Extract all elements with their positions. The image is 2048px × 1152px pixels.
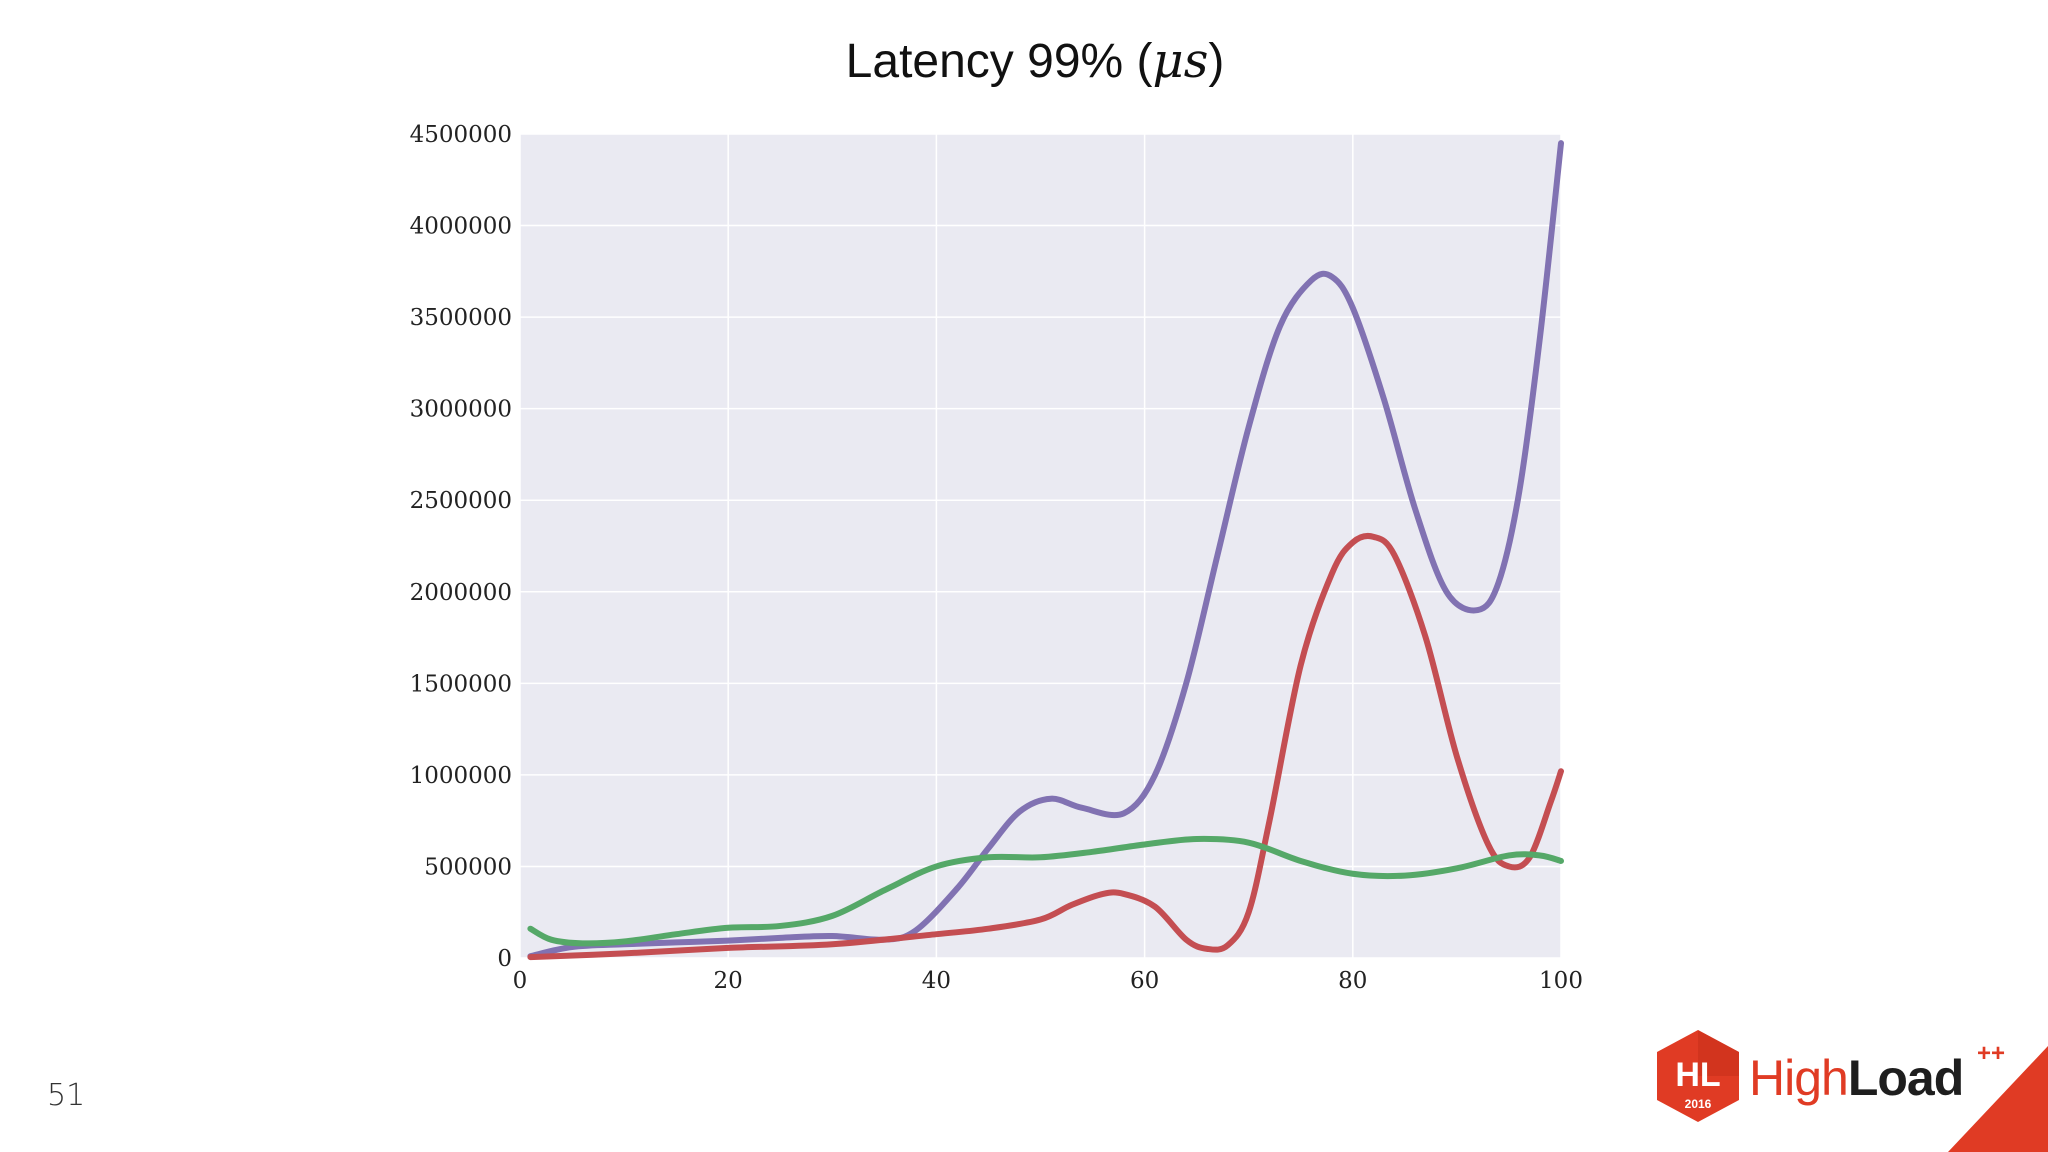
y-tick-label-0: 0 [497,946,512,972]
x-tick-label-3: 60 [1130,968,1159,994]
y-tick-label-3: 1500000 [410,671,512,697]
y-tick-label-8: 4000000 [410,214,512,240]
corner-triangle [1948,1046,2048,1152]
y-tick-label-4: 2000000 [410,580,512,606]
series-lines [527,140,1564,961]
series-line-2 [527,835,1564,947]
x-axis-ticks: 0 20 40 60 80 100 [513,968,1583,994]
x-tick-label-0: 0 [513,968,528,994]
series-line-1 [527,532,1564,961]
chart-title: Latency 99% (μs) [846,33,1225,89]
y-tick-label-6: 3000000 [410,397,512,423]
highload-hex-icon: HL 2016 [1657,1030,1739,1122]
x-tick-label-5: 100 [1539,968,1583,994]
logo-year: 2016 [1685,1097,1712,1111]
x-tick-label-2: 40 [922,968,951,994]
page-number: 51 [47,1078,86,1113]
logo-word-high: High [1749,1050,1849,1106]
plot-area [520,134,1561,958]
highload-logo: HL 2016 HighLoad ++ [1655,1028,2015,1152]
logo-plus: ++ [1977,1040,2006,1067]
series-line-0 [527,140,1564,960]
logo-wordmark: HighLoad [1749,1048,1964,1108]
y-tick-label-1: 500000 [424,854,512,880]
y-tick-label-5: 2500000 [410,488,512,514]
logo-word-load: Load [1847,1050,1964,1106]
logo-mark-text: HL [1675,1056,1720,1094]
y-tick-label-2: 1000000 [410,763,512,789]
x-tick-label-1: 20 [714,968,743,994]
y-tick-label-7: 3500000 [410,305,512,331]
x-tick-label-4: 80 [1338,968,1367,994]
y-tick-label-9: 4500000 [410,122,512,148]
y-axis-ticks: 0 500000 1000000 1500000 2000000 2500000 30000… [410,122,512,972]
